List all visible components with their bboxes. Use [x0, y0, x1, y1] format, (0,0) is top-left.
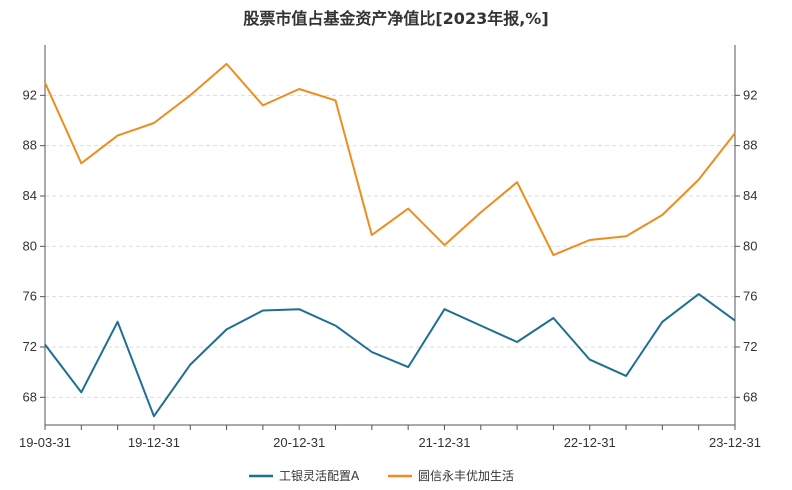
y-tick-label-right: 84	[743, 188, 757, 203]
legend: 工银灵活配置A 圆信永丰优加生活	[249, 469, 514, 483]
grid-lines	[45, 94, 735, 398]
y-tick-label-left: 88	[23, 138, 37, 153]
y-tick-label-left: 76	[23, 289, 37, 304]
y-tick-label-right: 72	[743, 339, 757, 354]
y-tick-label-left: 84	[23, 188, 37, 203]
series-lines	[44, 62, 736, 418]
x-tick-label: 21-12-31	[418, 435, 470, 450]
y-tick-label-right: 80	[743, 238, 757, 253]
y-tick-label-left: 92	[23, 87, 37, 102]
y-tick-label-left: 72	[23, 339, 37, 354]
y-tick-label-left: 80	[23, 238, 37, 253]
y-tick-label-right: 68	[743, 389, 757, 404]
x-tick-label: 20-12-31	[273, 435, 325, 450]
legend-label: 工银灵活配置A	[279, 469, 360, 483]
y-tick-label-right: 92	[743, 87, 757, 102]
chart-title: 股票市值占基金资产净值比[2023年报,%]	[243, 9, 548, 28]
y-tick-label-right: 76	[743, 289, 757, 304]
axes: 68 68 72 72 76 76 80 80 84 84 88 88 92 92 19-03-31 19-1…	[19, 45, 761, 450]
x-tick-label: 22-12-31	[564, 435, 616, 450]
series-line-1	[44, 293, 736, 418]
y-tick-label-right: 88	[743, 138, 757, 153]
legend-label: 圆信永丰优加生活	[418, 469, 514, 483]
x-tick-label: 19-03-31	[19, 435, 71, 450]
y-tick-label-left: 68	[23, 389, 37, 404]
series-line-2	[44, 62, 736, 257]
x-tick-label: 19-12-31	[128, 435, 180, 450]
x-tick-label: 23-12-31	[709, 435, 761, 450]
